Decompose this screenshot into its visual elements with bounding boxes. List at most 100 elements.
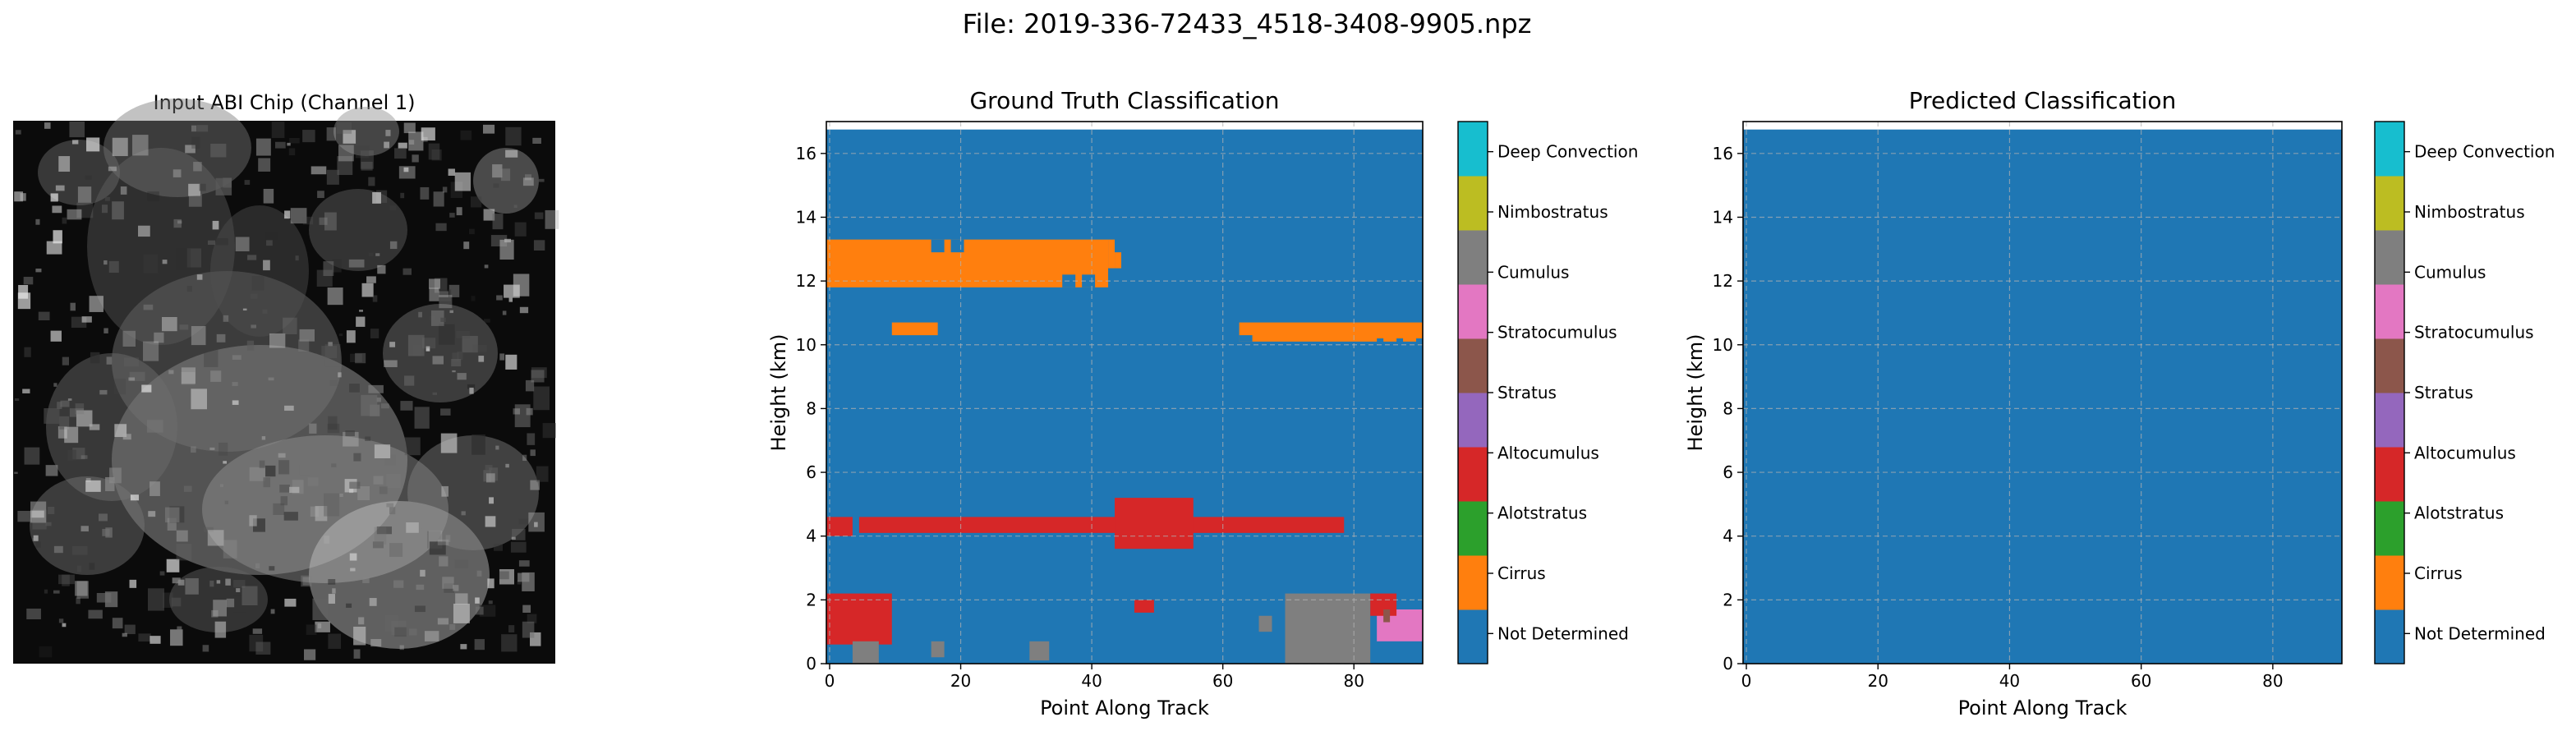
abi-pixel: [331, 463, 337, 467]
abi-pixel: [168, 370, 174, 375]
abi-pixel: [372, 192, 381, 204]
truth-ytick-label: 10: [796, 335, 816, 355]
abi-pixel: [50, 330, 62, 342]
abi-pixel: [62, 356, 70, 366]
abi-pixel: [517, 580, 522, 585]
abi-pixel: [492, 164, 503, 178]
truth-colorbar-segment: [1458, 393, 1488, 448]
abi-pixel: [146, 420, 163, 433]
abi-pixel: [185, 145, 196, 154]
abi-pixel: [24, 447, 40, 465]
abi-pixel: [35, 218, 40, 225]
abi-pixel: [255, 138, 271, 156]
pred-colorbar-segment: [2375, 230, 2404, 285]
abi-pixel: [57, 402, 62, 410]
abi-pixel: [278, 460, 290, 475]
abi-pixel: [399, 645, 404, 651]
abi-panel: Input ABI Chip (Channel 1): [13, 91, 559, 664]
abi-pixel: [483, 209, 495, 221]
truth-colorbar-label: Alotstratus: [1497, 503, 1587, 523]
abi-pixel: [440, 317, 446, 322]
abi-pixel: [472, 434, 485, 455]
truth-region-10: [1285, 593, 1371, 664]
abi-pixel: [185, 578, 199, 595]
abi-pixel: [522, 177, 534, 186]
abi-pixel: [172, 169, 182, 177]
abi-pixel: [75, 581, 88, 596]
abi-pixel: [224, 500, 229, 504]
abi-cloud: [407, 435, 539, 550]
abi-pixel: [223, 540, 237, 559]
abi-pixel: [71, 545, 88, 555]
abi-pixel: [513, 205, 518, 209]
abi-pixel: [124, 624, 136, 635]
abi-pixel: [76, 410, 93, 427]
abi-pixel: [170, 629, 183, 646]
abi-pixel: [468, 228, 475, 235]
abi-pixel: [502, 310, 507, 315]
abi-pixel: [454, 559, 468, 568]
abi-pixel: [315, 621, 330, 632]
abi-pixel: [210, 143, 227, 158]
abi-pixel: [108, 166, 117, 172]
abi-pixel: [162, 592, 173, 609]
abi-pixel: [53, 230, 62, 244]
pred-colorbar-segment: [2375, 284, 2404, 339]
abi-pixel: [304, 649, 316, 660]
abi-pixel: [349, 481, 361, 490]
abi-pixel: [444, 583, 455, 593]
abi-pixel: [457, 373, 467, 380]
pred-colorbar-label: Nimbostratus: [2414, 202, 2525, 222]
abi-pixel: [365, 436, 371, 441]
abi-pixel: [69, 122, 85, 138]
abi-pixel: [377, 264, 386, 274]
truth-region-6: [858, 517, 1345, 533]
abi-pixel: [196, 274, 203, 280]
abi-pixel: [439, 291, 449, 297]
abi-pixel: [474, 639, 485, 651]
pred-colorbar-segment: [2375, 338, 2404, 393]
abi-pixel: [460, 130, 472, 140]
abi-pixel: [508, 625, 515, 633]
abi-pixel: [261, 436, 266, 440]
abi-pixel: [193, 162, 202, 172]
pred-colorbar-segment: [2375, 501, 2404, 556]
abi-pixel: [122, 632, 127, 637]
abi-pixel: [328, 416, 338, 430]
abi-pixel: [209, 580, 214, 587]
abi-pixel: [255, 563, 260, 569]
abi-pixel: [484, 264, 489, 269]
abi-pixel: [368, 384, 384, 393]
abi-pixel: [188, 194, 202, 207]
abi-pixel: [109, 467, 122, 484]
pred-ytick-label: 14: [1713, 207, 1733, 227]
abi-pixel: [323, 261, 334, 277]
abi-pixel: [148, 511, 156, 517]
abi-pixel: [307, 477, 319, 486]
abi-pixel: [67, 398, 72, 401]
abi-pixel: [235, 237, 250, 251]
abi-pixel: [274, 141, 286, 149]
abi-pixel: [324, 343, 341, 367]
abi-pixel: [35, 268, 42, 273]
abi-pixel: [214, 621, 227, 638]
abi-pixel: [454, 172, 472, 191]
abi-cloud: [210, 205, 309, 337]
abi-pixel: [332, 259, 342, 273]
truth-colorbar-segment: [1458, 230, 1488, 285]
abi-pixel: [122, 330, 136, 347]
truth-colorbar-segment: [1458, 122, 1488, 177]
abi-pixel: [470, 196, 482, 208]
abi-pixel: [124, 357, 140, 367]
pred-xtick-label: 0: [1741, 671, 1752, 691]
abi-cloud: [309, 189, 407, 271]
abi-pixel: [428, 143, 440, 160]
abi-pixel: [449, 623, 456, 630]
abi-pixel: [122, 434, 131, 440]
abi-pixel: [420, 186, 430, 200]
abi-pixel: [326, 169, 339, 185]
abi-pixel: [505, 463, 509, 468]
abi-pixel: [295, 255, 299, 261]
abi-pixel: [289, 486, 300, 494]
truth-xlabel: Point Along Track: [1040, 697, 1209, 720]
